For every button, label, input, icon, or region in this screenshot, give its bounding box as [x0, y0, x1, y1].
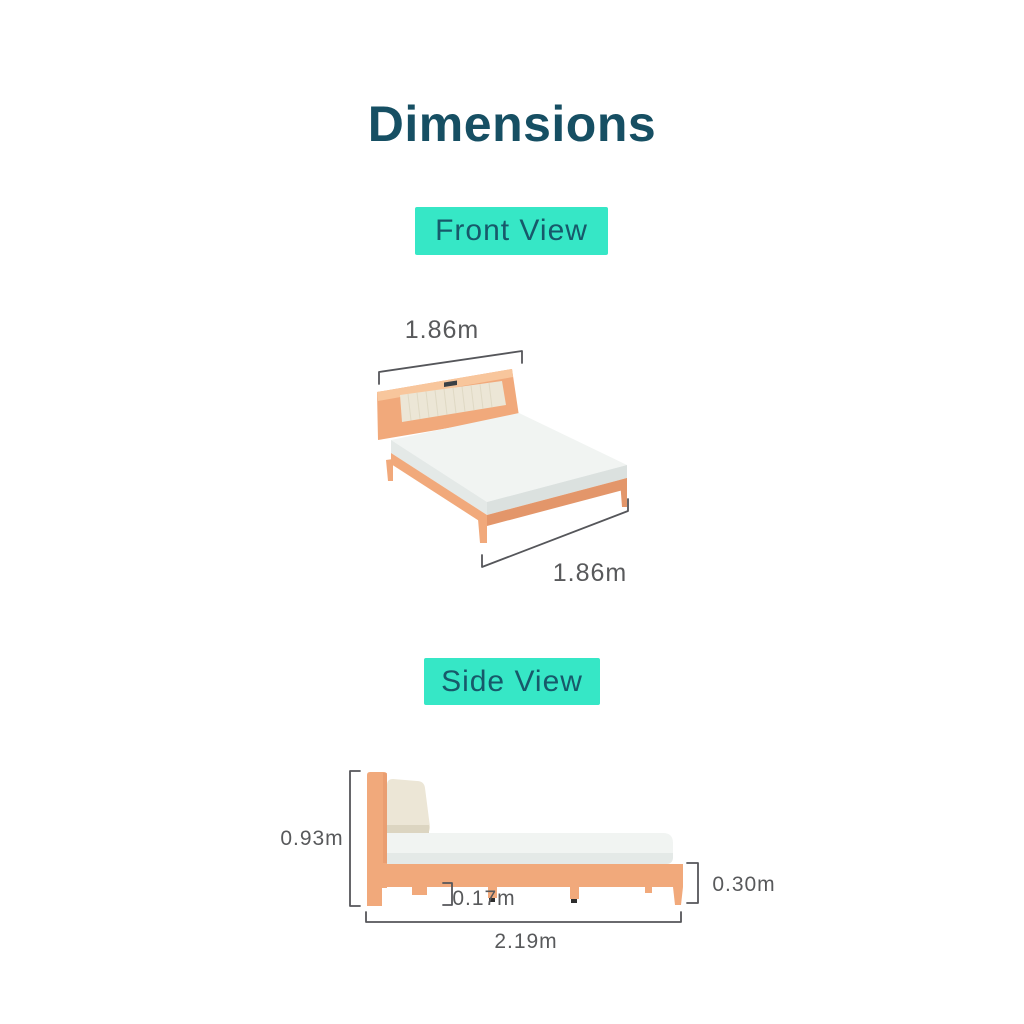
side-leg-2-foot [571, 899, 577, 903]
page-title: Dimensions [367, 96, 657, 152]
front-left-rail [391, 453, 487, 526]
side-height-dimension: 0.93m [280, 770, 361, 907]
front-headboard-slot [444, 380, 457, 387]
front-depth-dimension: 1.86m [481, 498, 629, 587]
side-view-badge-label: Side View [441, 664, 583, 698]
front-view-badge-label: Front View [435, 214, 588, 247]
front-view-illustration: 1.86m 1.86m [377, 316, 629, 587]
side-rail [387, 864, 683, 887]
side-right-leg [673, 887, 683, 905]
front-width-dimension-line [378, 350, 523, 385]
side-leg-2 [570, 887, 579, 899]
side-leg-1-foot [489, 898, 495, 902]
side-cushion-shadow [387, 825, 429, 833]
side-bed [367, 772, 683, 906]
front-left-leg [386, 459, 393, 481]
side-headboard-post-shade [383, 773, 387, 863]
side-length-dimension-line [365, 911, 682, 923]
front-view-badge: Front View [415, 207, 608, 255]
side-rail-height-label: 0.30m [712, 873, 775, 896]
front-cushion-texture [407, 382, 493, 421]
side-support-block [412, 887, 427, 895]
side-leg-1 [488, 887, 497, 898]
side-height-label: 0.93m [280, 827, 343, 850]
front-depth-dimension-line [481, 498, 629, 568]
side-length-dimension: 2.19m [365, 911, 682, 953]
side-clearance-dimension-line [442, 882, 453, 906]
side-mattress-shade [387, 853, 673, 864]
side-rail-height-dimension: 0.30m [686, 862, 775, 904]
side-clearance-dimension: 0.17m [442, 882, 515, 910]
front-depth-label: 1.86m [553, 559, 627, 587]
front-headboard-cushion [400, 381, 506, 422]
side-view-illustration: 0.93m 0.17m 0.30m 2.19m [280, 770, 775, 953]
side-length-label: 2.19m [494, 930, 557, 953]
front-width-dimension: 1.86m [378, 316, 523, 385]
front-width-label: 1.86m [405, 316, 479, 344]
front-mattress-left-side [391, 440, 487, 515]
front-bed [377, 369, 627, 543]
side-headboard-post [367, 772, 387, 906]
front-right-rail [487, 478, 627, 526]
side-clearance-label: 0.17m [452, 887, 515, 910]
side-rail-height-dimension-line [686, 862, 699, 904]
front-mattress-top [391, 413, 627, 502]
side-view-badge: Side View [424, 658, 600, 705]
side-height-dimension-line [349, 770, 361, 907]
front-mattress-right-side [487, 465, 627, 515]
side-leg-3 [645, 887, 652, 893]
side-headboard-cushion [387, 779, 430, 834]
